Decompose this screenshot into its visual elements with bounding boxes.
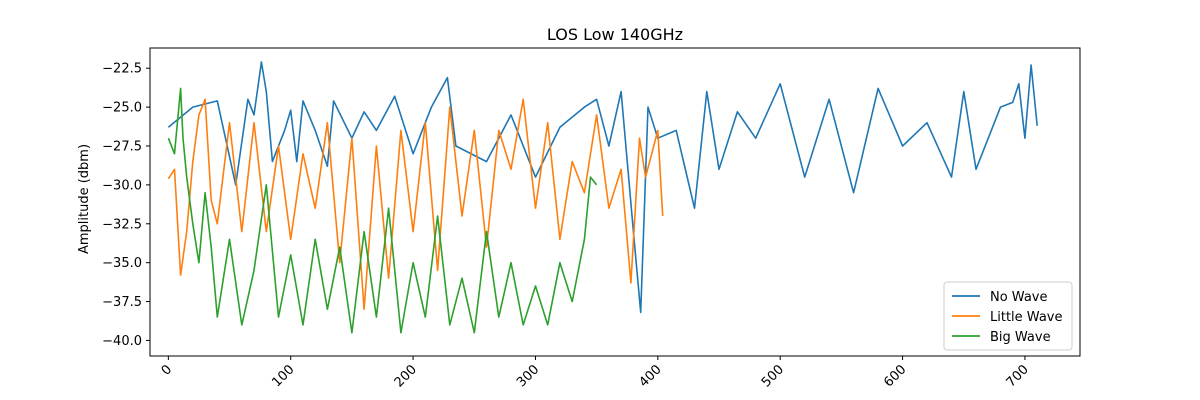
y-tick-label: −37.5 (102, 295, 142, 310)
x-tick-label: 400 (636, 362, 664, 390)
x-tick-label: 700 (1004, 362, 1032, 390)
legend-box (943, 281, 1073, 351)
x-axis: 0 100 200 300 400 500 600 700 (159, 356, 1032, 390)
y-tick-label: −25.0 (102, 101, 142, 116)
legend-label: Little Wave (990, 310, 1062, 325)
plot-frame (149, 47, 1081, 357)
y-axis-label: Amplitude (dbm) (77, 144, 92, 254)
y-axis: −22.5 −25.0 −27.5 −30.0 −32.5 −35.0 −37.5 −40.0 (102, 62, 150, 349)
plot-area (167, 61, 1038, 334)
y-tick-label: −32.5 (102, 217, 142, 232)
x-tick-label: 200 (392, 362, 420, 390)
y-tick-label: −40.0 (102, 334, 142, 349)
x-tick-label: 100 (269, 362, 297, 390)
x-tick-label: 600 (881, 362, 909, 390)
legend-label: Big Wave (990, 330, 1051, 345)
y-tick-label: −30.0 (102, 178, 142, 193)
x-tick-label: 300 (514, 362, 542, 390)
series-line-no-wave (167, 61, 1038, 314)
series-line-little-wave (167, 98, 664, 311)
series-line-big-wave (167, 87, 598, 334)
y-tick-label: −22.5 (102, 62, 142, 77)
chart-title: LOS Low 140GHz (547, 25, 683, 44)
x-tick-label: 0 (159, 362, 175, 378)
legend: No Wave Little Wave Big Wave (943, 281, 1073, 351)
legend-label: No Wave (990, 290, 1048, 305)
x-tick-label: 500 (759, 362, 787, 390)
y-tick-label: −35.0 (102, 256, 142, 271)
y-tick-label: −27.5 (102, 140, 142, 155)
